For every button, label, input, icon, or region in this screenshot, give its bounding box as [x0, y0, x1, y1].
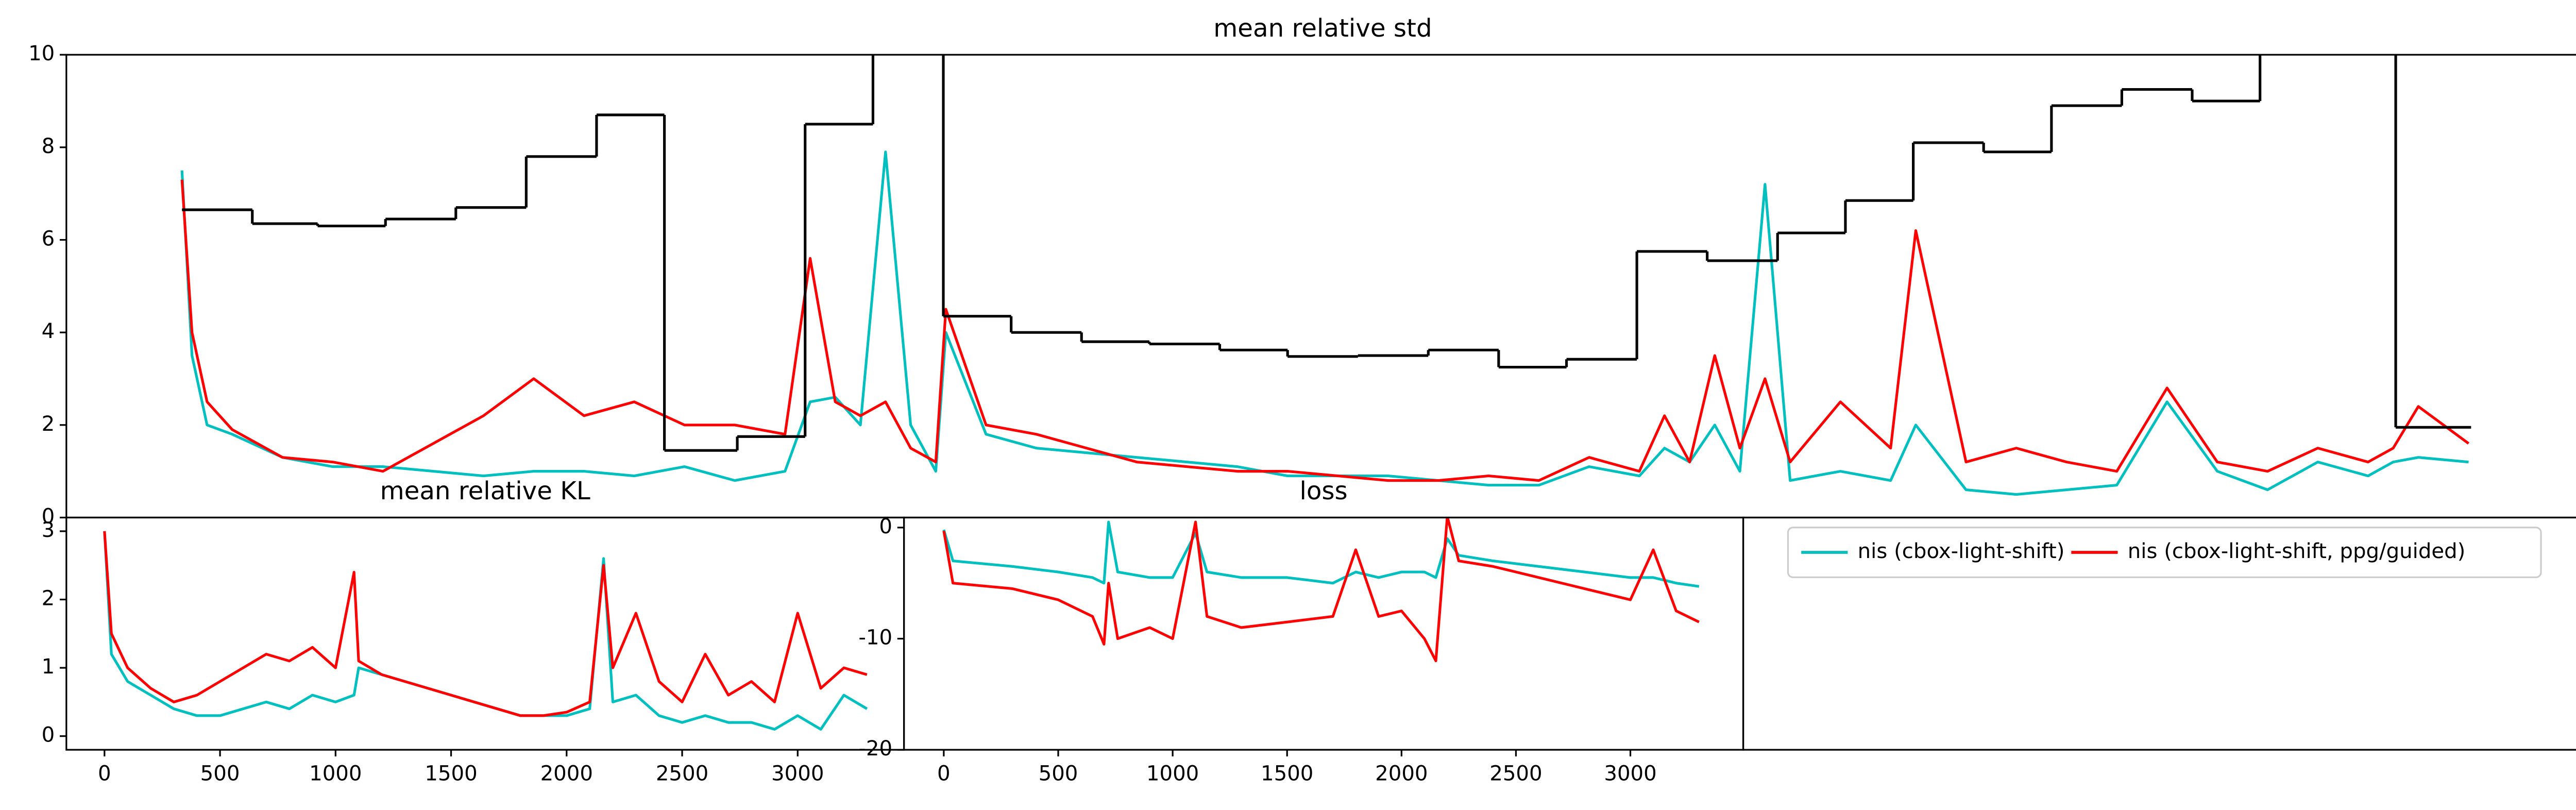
- y-tick-label: 4: [42, 319, 55, 343]
- y-tick-label: -20: [858, 737, 892, 761]
- y-tick-label: 2: [42, 587, 55, 611]
- y-tick-label: 8: [42, 134, 55, 158]
- plot-area: [180, 55, 2471, 496]
- y-tick-label: 3: [42, 518, 55, 542]
- chart-title: mean relative std: [1213, 14, 1432, 43]
- axes-frame: [903, 516, 1744, 751]
- x-tick-label: 500: [1039, 762, 1078, 785]
- plot-area: [103, 531, 868, 731]
- legend-label: nis (cbox-light-shift, ppg/guided): [2128, 539, 2466, 563]
- y-tick-label: 0: [42, 723, 55, 747]
- legend-label: nis (cbox-light-shift): [1858, 539, 2065, 563]
- x-tick-label: 1500: [425, 762, 477, 785]
- x-tick-label: 3000: [771, 762, 824, 785]
- y-tick-label: 10: [28, 42, 55, 65]
- x-tick-label: 3000: [1604, 762, 1656, 785]
- series-line: [942, 520, 1700, 588]
- y-tick-label: -10: [858, 626, 892, 649]
- chart-title: loss: [1299, 477, 1347, 505]
- x-tick-label: 2000: [1375, 762, 1428, 785]
- y-tick-label: 2: [42, 412, 55, 436]
- y-tick-label: 1: [42, 655, 55, 679]
- x-tick-label: 1000: [1146, 762, 1199, 785]
- x-tick-label: 0: [98, 762, 111, 785]
- chart-title: mean relative KL: [380, 477, 590, 505]
- x-tick-label: 1500: [1261, 762, 1313, 785]
- y-tick-label: 6: [42, 227, 55, 251]
- y-tick-label: 0: [42, 504, 55, 528]
- series-line: [180, 179, 2470, 482]
- y-tick-label: 0: [879, 515, 892, 538]
- x-tick-label: 1000: [309, 762, 362, 785]
- series-line: [180, 150, 2469, 496]
- plot-area: [942, 517, 1700, 663]
- x-tick-label: 2500: [656, 762, 708, 785]
- series-line: [942, 517, 1700, 663]
- x-tick-label: 2500: [1489, 762, 1542, 785]
- legend-frame: [1787, 527, 2542, 578]
- series-line: [103, 531, 868, 717]
- x-tick-label: 500: [200, 762, 240, 785]
- x-tick-label: 2000: [540, 762, 593, 785]
- x-tick-label: 0: [937, 762, 951, 785]
